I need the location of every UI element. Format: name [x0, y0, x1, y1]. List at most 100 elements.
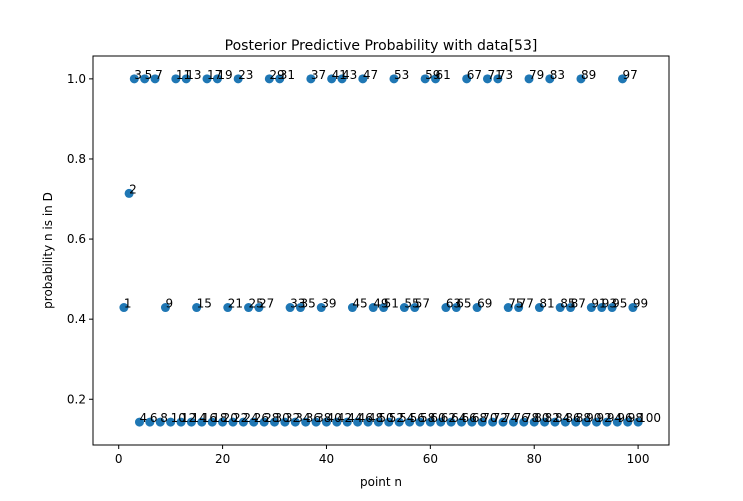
point-label: 45 [352, 297, 367, 311]
data-point [405, 417, 415, 427]
point-label: 33 [290, 297, 305, 311]
point-label: 38 [316, 411, 331, 425]
point-label: 74 [503, 411, 518, 425]
point-label: 13 [186, 68, 201, 82]
data-point [171, 74, 181, 84]
data-point [566, 303, 576, 313]
point-label: 4 [139, 411, 147, 425]
point-label: 34 [295, 411, 310, 425]
point-label: 20 [223, 411, 238, 425]
point-label: 60 [430, 411, 445, 425]
point-label: 18 [212, 411, 227, 425]
data-point [597, 303, 607, 313]
data-point [540, 417, 550, 427]
data-point [514, 303, 524, 313]
point-label: 64 [451, 411, 466, 425]
point-label: 14 [191, 411, 206, 425]
data-point [373, 417, 383, 427]
data-point [550, 417, 560, 427]
point-label: 35 [300, 297, 315, 311]
points-layer [119, 74, 643, 427]
point-label: 94 [607, 411, 622, 425]
chart-title: Posterior Predictive Probability with da… [225, 38, 538, 54]
data-point [477, 417, 487, 427]
data-point [218, 417, 228, 427]
point-label: 36 [306, 411, 321, 425]
data-point [441, 303, 451, 313]
data-point [249, 417, 259, 427]
data-point [612, 417, 622, 427]
point-label: 98 [628, 411, 643, 425]
point-label: 1 [124, 297, 132, 311]
point-label: 69 [477, 297, 492, 311]
data-point [332, 417, 342, 427]
data-point [145, 417, 155, 427]
point-label: 31 [280, 68, 295, 82]
point-label: 83 [550, 68, 565, 82]
point-label: 8 [160, 411, 168, 425]
data-point [321, 417, 331, 427]
data-point [368, 303, 378, 313]
data-point [285, 303, 295, 313]
data-point [129, 74, 139, 84]
data-point [545, 74, 555, 84]
point-label: 78 [524, 411, 539, 425]
point-label: 41 [332, 68, 347, 82]
point-label: 85 [560, 297, 575, 311]
point-label: 7 [155, 68, 163, 82]
data-point [327, 74, 337, 84]
data-point [353, 417, 363, 427]
data-point [498, 417, 508, 427]
point-label: 49 [373, 297, 388, 311]
y-tick-label: 0.2 [67, 392, 86, 406]
data-point [134, 417, 144, 427]
point-label: 84 [555, 411, 570, 425]
point-label: 3 [134, 68, 142, 82]
point-label: 16 [202, 411, 217, 425]
x-tick-label: 20 [215, 452, 230, 466]
data-point [347, 303, 357, 313]
point-label: 63 [446, 297, 461, 311]
point-label: 82 [545, 411, 560, 425]
point-label: 80 [534, 411, 549, 425]
point-label: 95 [612, 297, 627, 311]
x-tick-label: 0 [115, 452, 123, 466]
data-point [618, 74, 628, 84]
point-label: 50 [378, 411, 393, 425]
data-point [306, 74, 316, 84]
data-point [394, 417, 404, 427]
data-point [363, 417, 373, 427]
point-label: 62 [441, 411, 456, 425]
point-label: 59 [425, 68, 440, 82]
data-point [311, 417, 321, 427]
data-point [259, 417, 269, 427]
data-point [264, 74, 274, 84]
data-point [124, 188, 134, 198]
data-point [290, 417, 300, 427]
point-label: 73 [498, 68, 513, 82]
data-point [181, 74, 191, 84]
y-tick-label: 0.6 [67, 232, 86, 246]
point-label: 89 [581, 68, 596, 82]
point-label: 29 [269, 68, 284, 82]
point-label: 66 [462, 411, 477, 425]
data-point [150, 74, 160, 84]
data-point [244, 303, 254, 313]
data-point [519, 417, 529, 427]
data-point [628, 303, 638, 313]
point-label: 75 [508, 297, 523, 311]
data-point [410, 303, 420, 313]
point-label: 76 [513, 411, 528, 425]
data-point [560, 417, 570, 427]
data-point [140, 74, 150, 84]
point-label: 37 [311, 68, 326, 82]
data-point [202, 74, 212, 84]
data-point [488, 417, 498, 427]
data-point [337, 74, 347, 84]
x-tick-label: 80 [527, 452, 542, 466]
y-axis-label: probability n is in D [41, 192, 55, 309]
point-label: 26 [254, 411, 269, 425]
data-point [384, 417, 394, 427]
point-label: 25 [249, 297, 264, 311]
